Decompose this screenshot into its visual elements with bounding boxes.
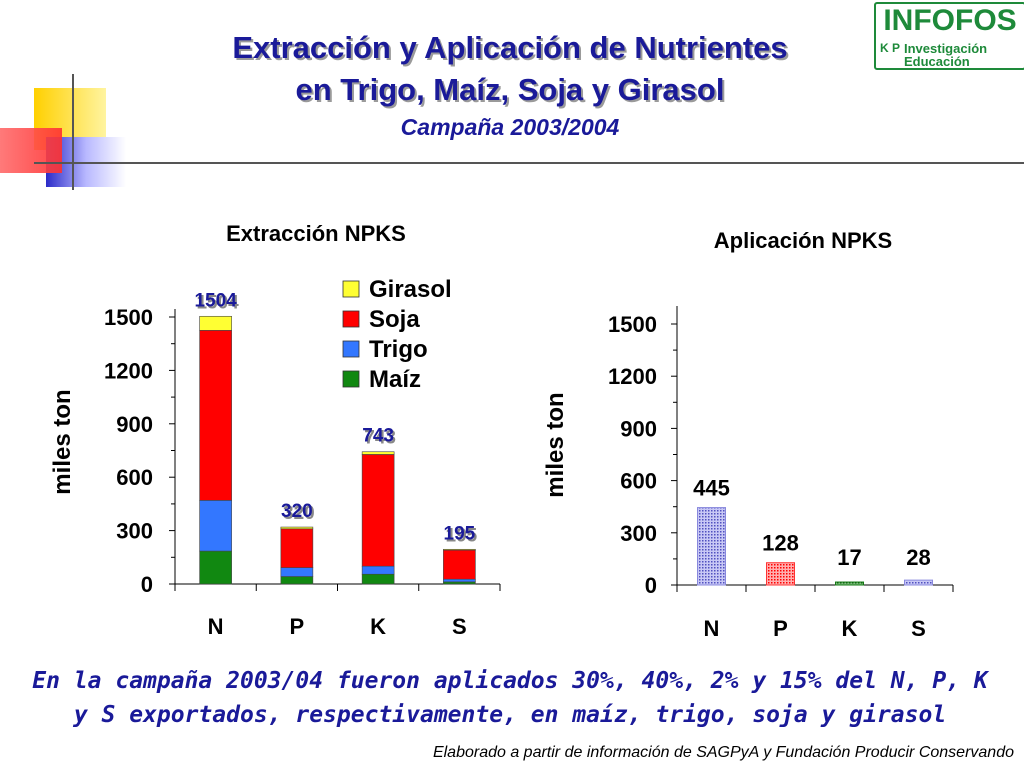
chart1-total-label: 743	[362, 426, 394, 447]
chart1-ytick-label: 300	[116, 519, 153, 544]
logo-line1: Investigación	[904, 41, 988, 56]
chart2-ytick-label: 900	[620, 416, 657, 441]
chart1-legend-swatch	[342, 310, 360, 328]
chart2-value-label: 17	[837, 545, 861, 570]
chart2-ytick-label: 1200	[608, 364, 657, 389]
extraccion-chart: Extracción NPKS miles ton 0 300 600 900 1200 15…	[49, 221, 501, 639]
chart2-ytick-label: 600	[620, 469, 657, 494]
logo-kp-mark: K P	[880, 41, 901, 55]
chart2-xtick-label: S	[911, 616, 926, 641]
chart1-total-shadow: 320	[283, 503, 315, 524]
chart1-bar-S-Soja	[443, 549, 476, 580]
decor-red-square	[0, 128, 62, 173]
chart1-bar-K-Maíz	[361, 573, 395, 585]
chart1-bar-P-Trigo	[280, 567, 314, 577]
infofos-logo: INFOFOS K P Investigación Educación	[874, 2, 1024, 70]
chart1-bar-N-Trigo	[199, 500, 232, 552]
chart1-xtick-label: N	[208, 614, 224, 639]
chart2-xtick-label: K	[842, 616, 858, 641]
chart1-ytick-label: 0	[141, 572, 153, 597]
chart1-ylabel: miles ton	[49, 389, 76, 494]
chart1-legend-label: Maíz	[369, 366, 421, 393]
logo-name: INFOFOS	[883, 4, 1017, 37]
chart2-bar-S	[904, 579, 933, 586]
chart1-bar-S-Maíz	[443, 581, 476, 585]
chart1-bar-P-Girasol	[280, 526, 314, 530]
chart2-value-label: 128	[762, 531, 799, 556]
chart2-title: Aplicación NPKS	[714, 228, 892, 253]
page-subtitle: Campaña 2003/2004	[400, 114, 620, 140]
chart1-legend-label: Soja	[369, 306, 420, 333]
chart1-bar-N-Girasol	[199, 315, 232, 331]
chart1-ytick-label: 900	[116, 412, 153, 437]
chart1-xtick-label: S	[452, 614, 467, 639]
chart1-total-shadow: 1504	[196, 292, 239, 313]
footnote: En la campaña 2003/04 fueron aplicados 3…	[32, 668, 988, 728]
chart2-ytick-label: 300	[620, 521, 657, 546]
chart1-bar-N-Maíz	[199, 550, 232, 585]
chart1-total-label: 1504	[194, 290, 237, 311]
source-credit: Elaborado a partir de información de SAG…	[432, 744, 1014, 761]
chart1-bar-K-Girasol	[361, 451, 395, 455]
chart1-legend-label: Girasol	[369, 276, 452, 303]
chart2-ytick-label: 1500	[608, 312, 657, 337]
chart2-bar-P	[766, 562, 795, 586]
chart1-bar-P-Soja	[280, 528, 314, 568]
decor-horizontal-line	[34, 162, 1024, 164]
chart1-legend-swatch	[342, 370, 360, 388]
chart2-xtick-label: N	[704, 616, 720, 641]
chart1-ytick-label: 600	[116, 465, 153, 490]
chart1-total-label: 320	[281, 501, 313, 522]
page-title-line2: en Trigo, Maíz, Soja y Girasol	[295, 72, 725, 107]
chart1-ytick-label: 1500	[104, 305, 153, 330]
chart1-bar-S-Girasol	[443, 548, 476, 551]
chart1-bar-K-Soja	[361, 454, 395, 567]
logo-line2: Educación	[904, 54, 970, 69]
chart1-legend-label: Trigo	[369, 336, 428, 363]
chart2-xtick-label: P	[773, 616, 788, 641]
page-title-line1: Extracción y Aplicación de Nutrientes	[232, 30, 788, 65]
chart2-value-label: 28	[906, 545, 930, 570]
chart2-value-label: 445	[693, 476, 730, 501]
chart2-ylabel: miles ton	[542, 392, 569, 497]
chart2-ytick-label: 0	[645, 573, 657, 598]
chart1-ytick-label: 1200	[104, 358, 153, 383]
chart1-bar-N-Soja	[199, 330, 232, 501]
chart1-total-shadow: 195	[446, 525, 478, 546]
chart2-bar-K	[835, 581, 864, 586]
chart1-title: Extracción NPKS	[226, 221, 406, 246]
chart1-total-label: 195	[444, 523, 476, 544]
chart1-xtick-label: P	[290, 614, 305, 639]
chart1-bar-P-Maíz	[280, 576, 314, 585]
aplicacion-chart: Aplicación NPKS miles ton 0 300 600 900 1200 15…	[542, 228, 954, 641]
chart1-legend-swatch	[342, 280, 360, 298]
chart1-bar-K-Trigo	[361, 565, 395, 575]
decor-vertical-line	[72, 74, 74, 190]
chart1-bar-S-Trigo	[443, 578, 476, 583]
chart2-bar-N	[697, 507, 726, 586]
chart1-legend-swatch	[342, 340, 360, 358]
chart1-total-shadow: 743	[364, 428, 396, 449]
chart1-xtick-label: K	[370, 614, 386, 639]
